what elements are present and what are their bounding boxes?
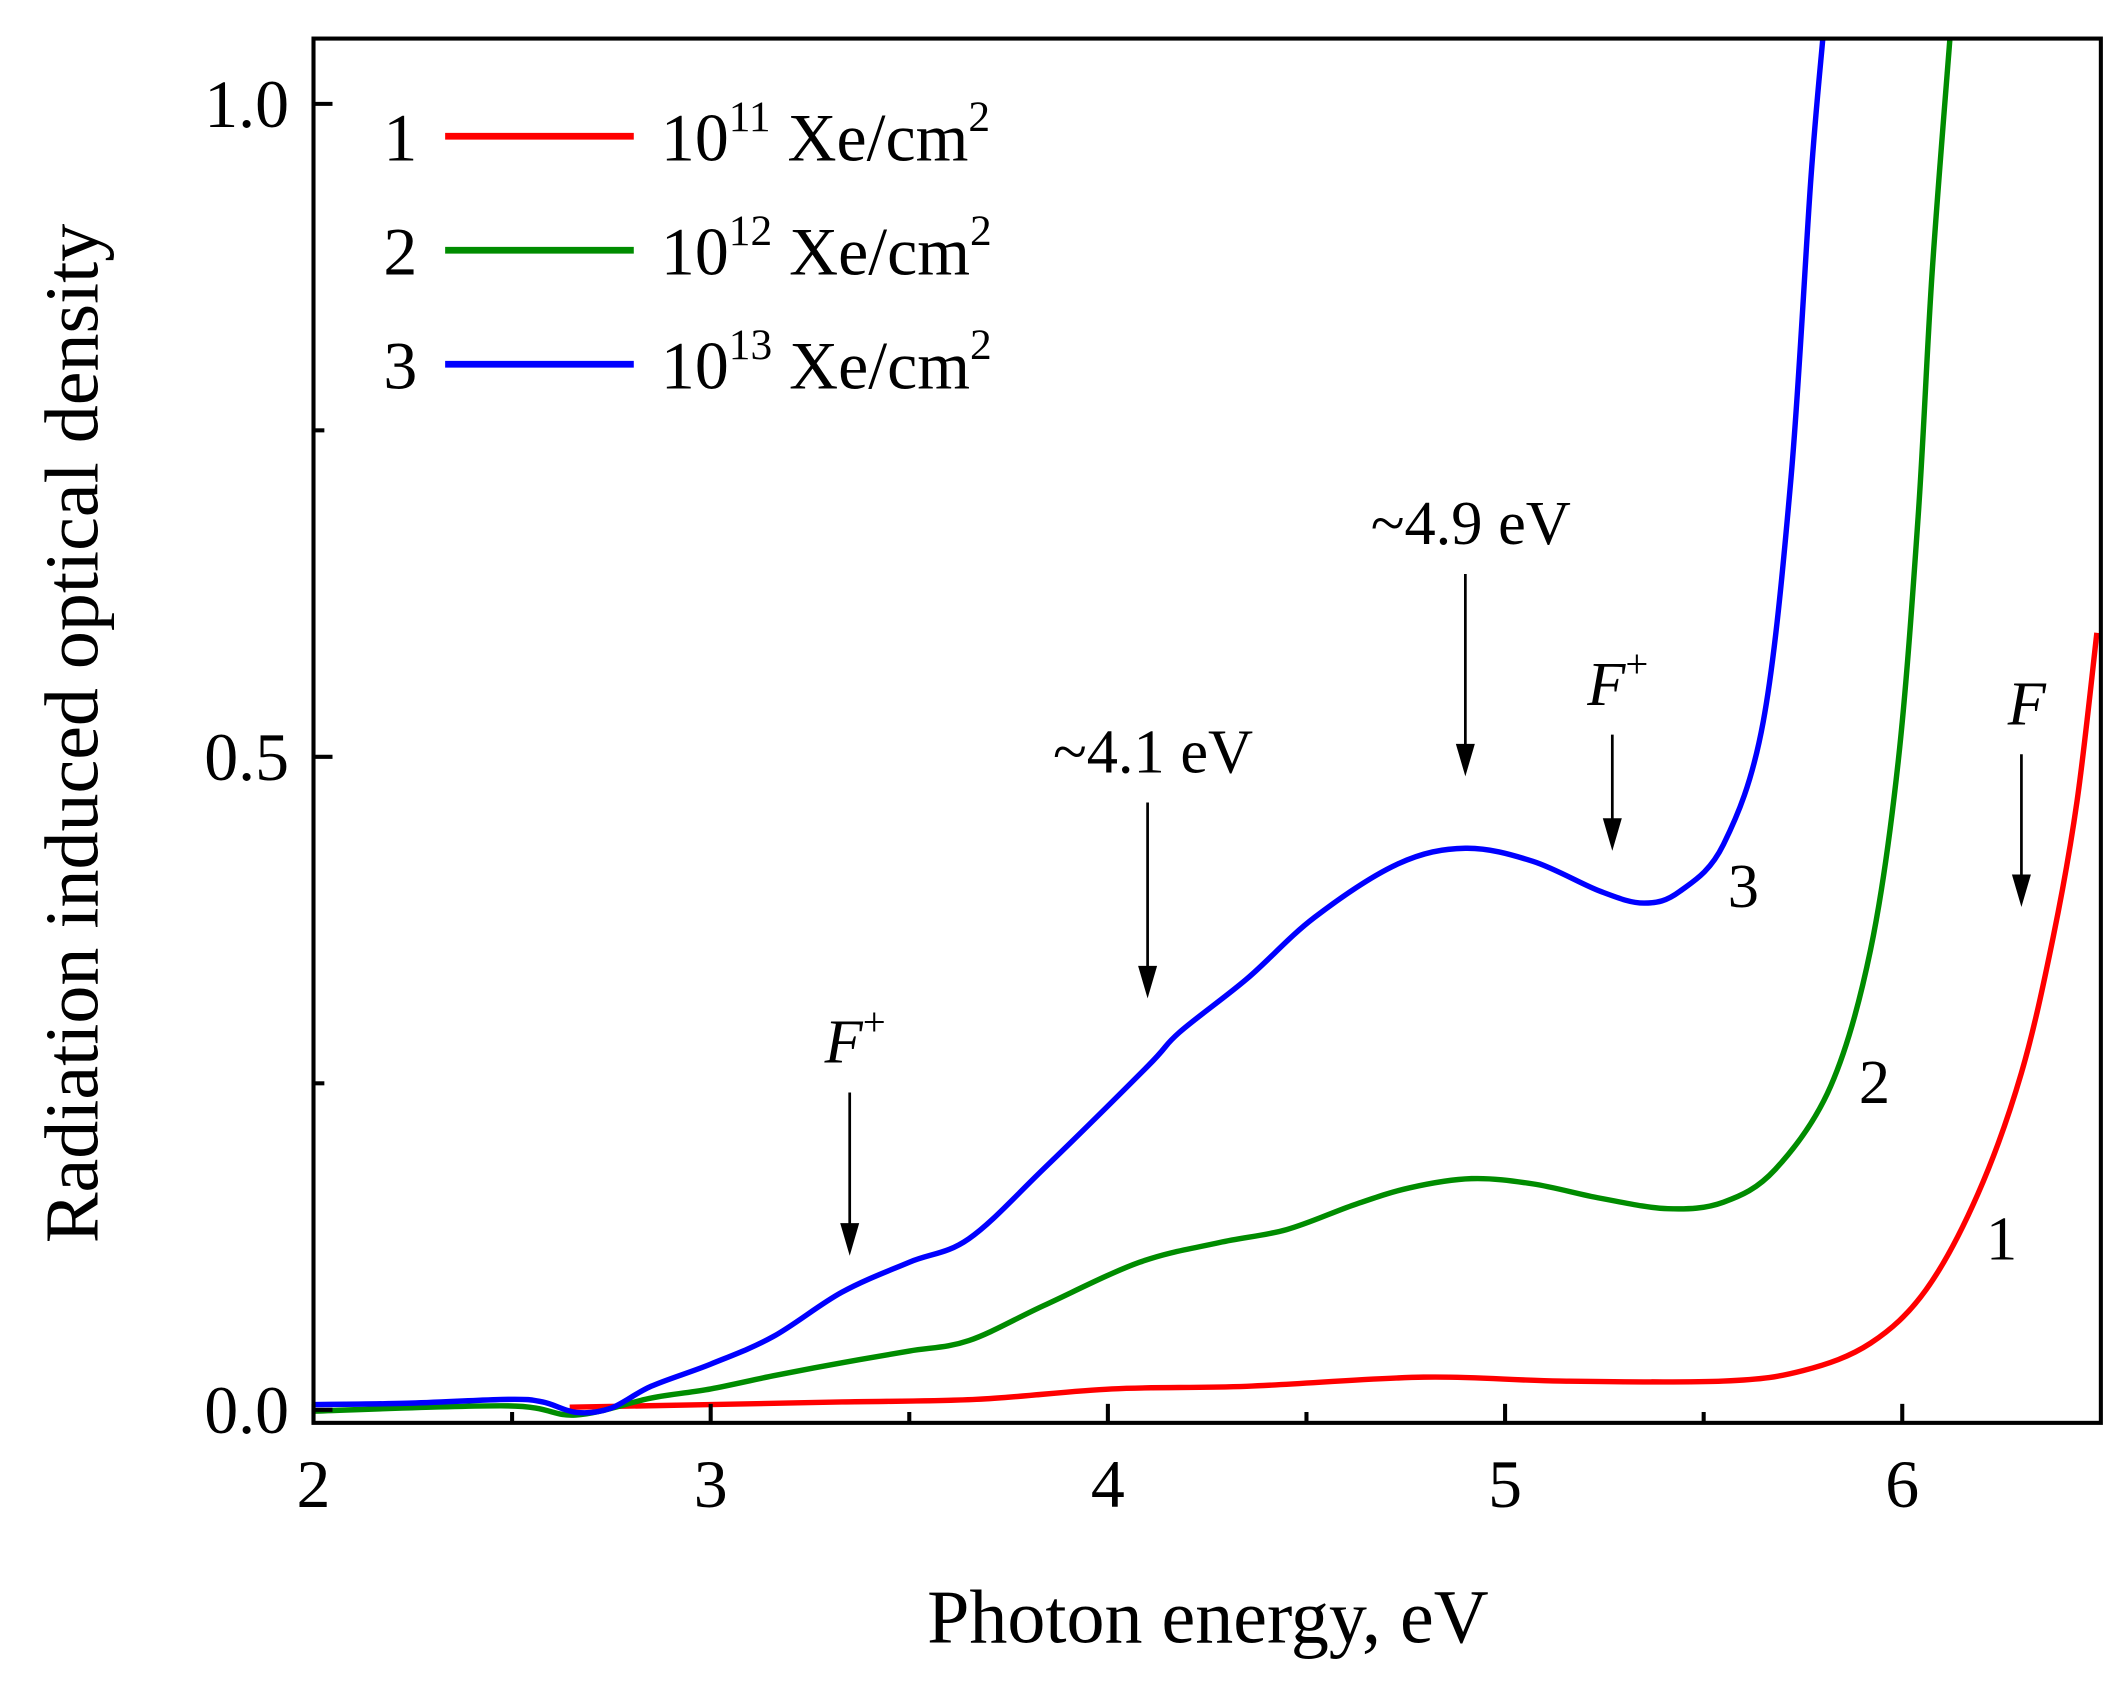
annotation-text: F: [2007, 668, 2047, 738]
x-tick-label: 3: [694, 1447, 728, 1522]
series-curves: [313, 38, 2100, 1418]
curve-label-3: 3: [1728, 851, 1759, 921]
legend-base: 10: [661, 215, 729, 290]
plot-frame: [311, 36, 2103, 1425]
legend-unit: Xe/cm: [772, 329, 970, 404]
legend-base: 10: [661, 329, 729, 404]
arrow-head-icon: [1602, 818, 1622, 851]
x-tick-label: 5: [1488, 1447, 1522, 1522]
y-tick-label: 1.0: [204, 67, 289, 142]
annotation-label: F+: [824, 999, 886, 1076]
curve-label-1: 1: [1986, 1204, 2017, 1274]
curve-label-2: 2: [1859, 1047, 1890, 1117]
legend-label: 1011 Xe/cm2: [661, 93, 990, 176]
y-tick-label: 0.5: [204, 720, 289, 795]
annotation-text: ~4.9 eV: [1371, 488, 1571, 558]
legend-exponent: 11: [729, 93, 771, 141]
legend-label: 1013 Xe/cm2: [661, 321, 992, 404]
legend-number: 3: [383, 329, 417, 404]
annotation-label: ~4.1 eV: [1053, 717, 1253, 787]
x-tick-label: 4: [1091, 1447, 1125, 1522]
annotation-sup: +: [1625, 642, 1648, 687]
legend-exponent: 13: [729, 321, 772, 369]
legend-number: 1: [383, 101, 417, 176]
series-line-3: [313, 38, 1826, 1416]
arrow-head-icon: [840, 1223, 860, 1256]
series-line-2: [313, 38, 1953, 1418]
legend-unit-exponent: 2: [968, 93, 990, 141]
arrow-head-icon: [1455, 743, 1475, 777]
legend-base: 10: [661, 101, 729, 176]
legend-unit-exponent: 2: [970, 321, 992, 369]
annotation-text: F: [1586, 649, 1626, 719]
x-tick-label: 2: [297, 1447, 331, 1522]
annotation-label: ~4.9 eV: [1371, 488, 1571, 558]
series-line-1: [569, 632, 2100, 1410]
annotations: ~4.9 eV~4.1 eVF+F+F: [824, 488, 2047, 1256]
annotation-text: ~4.1 eV: [1053, 717, 1253, 787]
legend-number: 2: [383, 215, 417, 290]
annotation-label: F+: [1586, 642, 1648, 719]
legend-unit-exponent: 2: [970, 207, 992, 255]
legend-unit: Xe/cm: [772, 215, 970, 290]
arrow-head-icon: [2011, 874, 2031, 908]
axis-ticks: 2 3 4 5 6 0.0 0.5 1.0: [204, 67, 1919, 1522]
y-axis-label: Radiation induced optical density: [31, 224, 115, 1243]
annotation-text: F: [824, 1007, 864, 1077]
curve-labels: 1 2 3: [1728, 851, 2017, 1274]
legend-exponent: 12: [729, 207, 772, 255]
legend-unit: Xe/cm: [771, 101, 969, 176]
x-axis-label: Photon energy, eV: [927, 1576, 1489, 1660]
annotation-sup: +: [863, 999, 886, 1044]
annotation-label: F: [2007, 668, 2047, 738]
x-tick-label: 6: [1885, 1447, 1919, 1522]
arrow-head-icon: [1138, 965, 1158, 999]
y-tick-label: 0.0: [204, 1373, 289, 1448]
legend-label: 1012 Xe/cm2: [661, 207, 992, 290]
